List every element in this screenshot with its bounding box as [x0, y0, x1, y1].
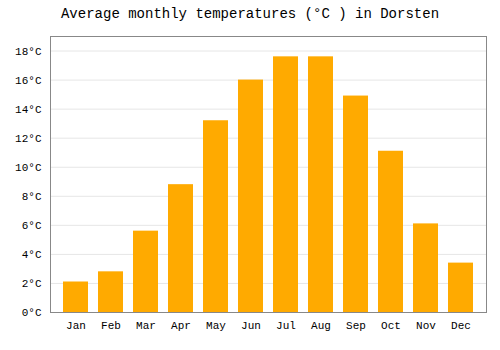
svg-text:10°C: 10°C [15, 162, 42, 174]
svg-text:Feb: Feb [101, 320, 121, 332]
svg-text:14°C: 14°C [15, 104, 42, 116]
svg-text:Nov: Nov [416, 320, 436, 332]
svg-text:Apr: Apr [171, 320, 191, 332]
svg-text:Sep: Sep [346, 320, 366, 332]
svg-text:4°C: 4°C [22, 249, 42, 261]
svg-text:6°C: 6°C [22, 220, 42, 232]
svg-text:18°C: 18°C [15, 46, 42, 58]
html-text:Average monthly temperatures (: Average monthly temperatures (°C ) in Do… [61, 6, 439, 22]
svg-text:Jan: Jan [66, 320, 86, 332]
svg-text:Jul: Jul [276, 320, 296, 332]
svg-text:12°C: 12°C [15, 133, 42, 145]
svg-text:Aug: Aug [311, 320, 331, 332]
svg-text:2°C: 2°C [22, 278, 42, 290]
svg-text:May: May [206, 320, 226, 332]
svg-text:16°C: 16°C [15, 75, 42, 87]
svg-text:Oct: Oct [381, 320, 401, 332]
svg-text:Dec: Dec [451, 320, 471, 332]
svg-text:Mar: Mar [136, 320, 156, 332]
svg-text:Jun: Jun [241, 320, 261, 332]
svg-text:0°C: 0°C [22, 307, 42, 319]
svg-text:8°C: 8°C [22, 191, 42, 203]
